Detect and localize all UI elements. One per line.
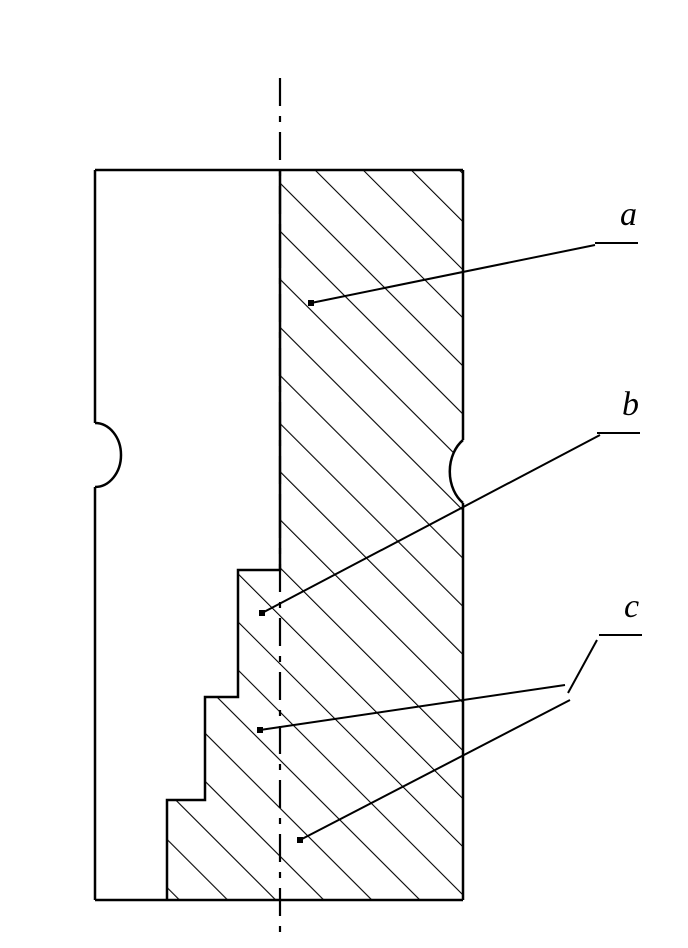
callout-label-c: c: [624, 588, 639, 625]
left-notch: [95, 423, 121, 487]
callout-label-b: b: [622, 386, 639, 423]
engineering-section-diagram: a b c: [0, 0, 688, 948]
callout-label-a: a: [620, 196, 637, 233]
